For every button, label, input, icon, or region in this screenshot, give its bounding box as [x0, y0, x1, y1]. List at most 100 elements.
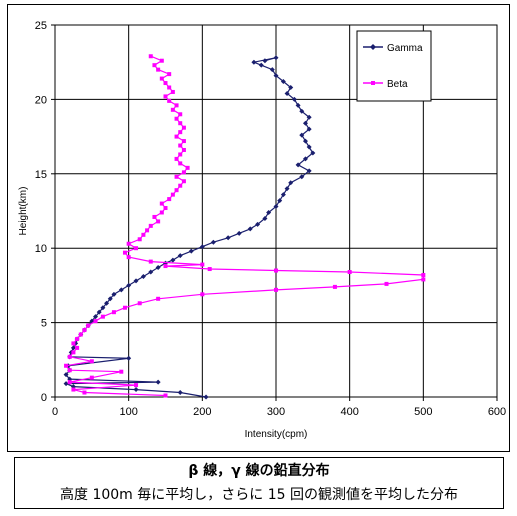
beta-point	[421, 277, 426, 282]
gamma-point	[306, 168, 312, 174]
beta-point	[126, 255, 131, 260]
beta-point	[178, 130, 183, 135]
beta-point	[159, 76, 164, 81]
gamma-point	[277, 198, 283, 204]
beta-point	[163, 81, 168, 86]
gamma-point	[225, 235, 231, 241]
x-axis-label: Intensity(cpm)	[245, 429, 308, 440]
beta-point	[67, 368, 72, 373]
gamma-point	[111, 291, 117, 297]
gamma-point	[288, 180, 294, 186]
gamma-point	[140, 273, 146, 279]
beta-point	[148, 259, 153, 264]
gamma-point	[107, 296, 113, 302]
beta-point	[163, 393, 168, 398]
beta-point	[200, 262, 205, 267]
gamma-point	[302, 138, 308, 144]
gamma-point	[269, 67, 275, 73]
beta-point	[159, 58, 164, 63]
beta-point	[71, 350, 76, 355]
beta-point	[185, 165, 190, 170]
beta-point	[122, 250, 127, 255]
gamma-point	[93, 314, 99, 320]
beta-point	[75, 336, 80, 341]
beta-point	[93, 319, 98, 324]
beta-point	[178, 183, 183, 188]
beta-point	[163, 206, 168, 211]
beta-point	[134, 246, 139, 251]
beta-point	[274, 268, 278, 273]
gamma-point	[118, 287, 124, 293]
gamma-point	[63, 381, 69, 387]
gamma-point	[133, 278, 139, 284]
beta-point	[152, 214, 157, 219]
beta-point	[174, 188, 179, 193]
x-tick-label: 300	[267, 406, 285, 418]
gamma-point	[126, 355, 132, 361]
gamma-point	[273, 73, 279, 79]
gamma-point	[104, 300, 110, 306]
gamma-point	[306, 126, 312, 132]
beta-point	[200, 292, 205, 297]
beta-point	[159, 210, 164, 215]
beta-point	[148, 54, 153, 59]
gamma-point	[126, 282, 132, 288]
legend-gamma-label: Gamma	[387, 43, 423, 54]
beta-point	[119, 369, 124, 374]
beta-point	[71, 387, 76, 392]
beta-point	[167, 98, 172, 103]
gamma-point	[273, 204, 279, 210]
gamma-point	[63, 372, 69, 378]
gamma-point	[266, 209, 272, 215]
gamma-point	[284, 90, 290, 96]
beta-point	[82, 328, 87, 333]
gamma-point	[299, 174, 305, 180]
beta-point	[86, 323, 91, 328]
legend-gamma-marker	[370, 44, 376, 50]
beta-point	[137, 237, 142, 242]
beta-point	[67, 380, 72, 385]
caption-subtitle: 高度 100m 毎に平均し，さらに 15 回の観測値を平均した分布	[60, 487, 458, 503]
beta-point	[156, 219, 161, 224]
gamma-point	[177, 390, 183, 396]
beta-point	[207, 267, 212, 272]
chart-frame: 0 100 200 300 400 500 600 0 5 10 15 20 25 Intensity(c…	[7, 4, 510, 452]
legend-box	[356, 30, 432, 102]
beta-point	[126, 241, 131, 246]
beta-point	[156, 296, 161, 301]
x-tick-label: 600	[488, 406, 506, 418]
beta-point	[89, 375, 94, 380]
gamma-point	[284, 186, 290, 192]
beta-point	[78, 332, 83, 337]
y-tick-label: 10	[35, 243, 47, 255]
gamma-point	[302, 120, 308, 126]
beta-point	[64, 363, 69, 368]
gamma-point	[247, 226, 253, 232]
beta-point	[167, 197, 172, 202]
beta-point	[163, 264, 168, 269]
gamma-point	[306, 114, 312, 120]
beta-point	[167, 72, 172, 77]
x-tick-label: 200	[193, 406, 211, 418]
gamma-point	[273, 55, 279, 61]
x-tick-label: 100	[119, 406, 137, 418]
gamma-point	[288, 84, 294, 90]
y-tick-label: 0	[41, 392, 47, 404]
x-tick-label: 500	[414, 406, 432, 418]
beta-point	[174, 134, 179, 139]
x-tick-label: 400	[340, 406, 358, 418]
gamma-point	[302, 156, 308, 162]
beta-point	[137, 301, 142, 306]
y-tick-label: 5	[41, 318, 47, 330]
gamma-point	[251, 59, 257, 65]
beta-series-line	[64, 55, 424, 397]
gamma-point	[258, 62, 264, 68]
beta-point	[181, 170, 186, 175]
beta-point	[89, 359, 94, 364]
beta-point	[82, 390, 87, 395]
gamma-point	[236, 230, 242, 236]
beta-point	[181, 147, 186, 152]
beta-point	[75, 345, 80, 350]
gamma-point	[155, 379, 161, 385]
gamma-point	[310, 150, 316, 156]
